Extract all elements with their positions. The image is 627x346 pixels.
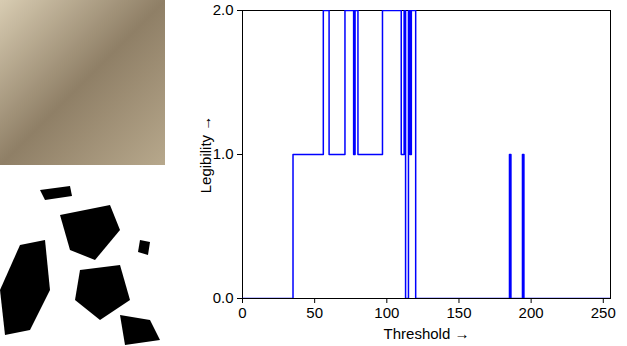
svg-text:0: 0 xyxy=(238,304,246,321)
svg-text:200: 200 xyxy=(519,304,544,321)
svg-text:50: 50 xyxy=(306,304,323,321)
svg-text:0.0: 0.0 xyxy=(213,289,234,306)
svg-text:Legibility →: Legibility → xyxy=(197,116,214,194)
svg-text:2.0: 2.0 xyxy=(213,1,234,18)
svg-text:250: 250 xyxy=(591,304,616,321)
svg-text:1.0: 1.0 xyxy=(213,145,234,162)
svg-text:100: 100 xyxy=(374,304,399,321)
svg-text:Threshold →: Threshold → xyxy=(384,325,470,342)
svg-text:150: 150 xyxy=(446,304,471,321)
